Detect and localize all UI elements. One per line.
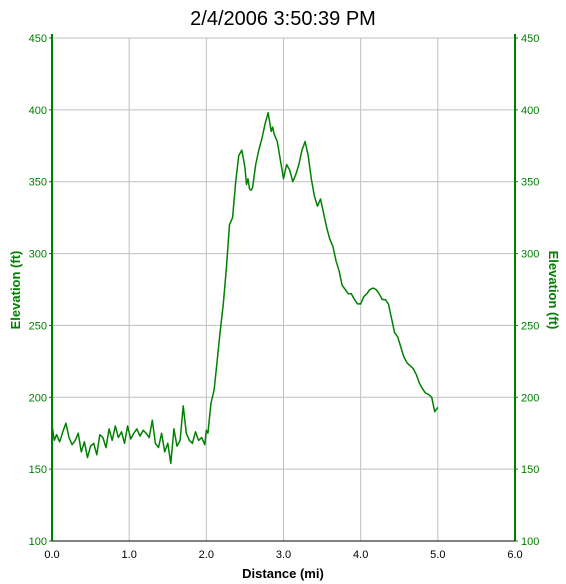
x-tick-label: 4.0 <box>353 549 368 561</box>
grid-lines <box>52 37 515 541</box>
y-tick-label-right: 450 <box>521 33 539 45</box>
y-tick-label-left: 350 <box>29 177 47 189</box>
y-tick-label-left: 400 <box>29 105 47 117</box>
y-tick-label-right: 150 <box>521 464 539 476</box>
y-tick-label-right: 400 <box>521 105 539 117</box>
x-tick-label: 6.0 <box>507 549 522 561</box>
y-tick-label-left: 150 <box>29 464 47 476</box>
chart-title: 2/4/2006 3:50:39 PM <box>190 8 376 30</box>
y-tick-label-right: 250 <box>521 320 539 332</box>
y-tick-label-left: 250 <box>29 320 47 332</box>
series-layer <box>51 111 439 465</box>
x-axis-label: Distance (mi) <box>242 566 324 581</box>
x-tick-label: 3.0 <box>276 549 291 561</box>
y-tick-label-right: 200 <box>521 392 539 404</box>
x-tick-label: 0.0 <box>44 549 59 561</box>
y-tick-label-right: 350 <box>521 177 539 189</box>
y-tick-label-left: 100 <box>29 536 47 548</box>
x-tick-label: 2.0 <box>199 549 214 561</box>
x-tick-label: 5.0 <box>430 549 445 561</box>
y-axis-label-left: Elevation (ft) <box>8 251 23 330</box>
y-tick-label-left: 200 <box>29 392 47 404</box>
elevation-series-line <box>51 111 439 465</box>
axes <box>49 34 518 542</box>
x-tick-label: 1.0 <box>122 549 137 561</box>
y-tick-label-left: 300 <box>29 249 47 261</box>
y-axis-label-right: Elevation (ft) <box>546 251 561 330</box>
y-tick-label-right: 300 <box>521 249 539 261</box>
y-tick-label-right: 100 <box>521 536 539 548</box>
y-tick-label-left: 450 <box>29 33 47 45</box>
